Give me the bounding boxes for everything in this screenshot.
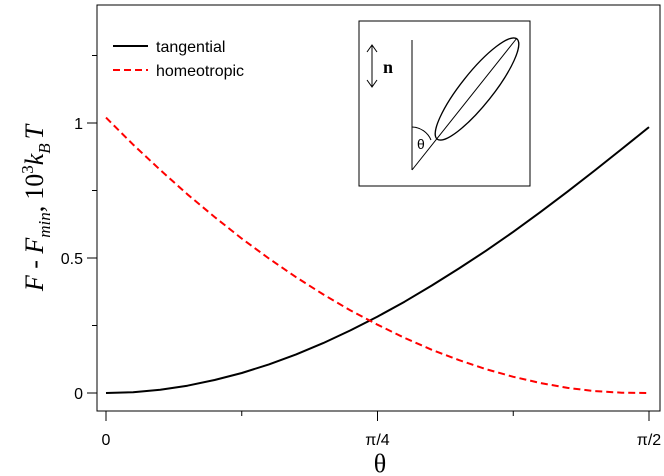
y-axis-title-factor: 10 [20,174,49,200]
x-axis-title: θ [374,449,386,476]
series-line-homeotropic [105,116,650,394]
x-tick-label-2: π/2 [637,432,661,449]
y-axis-title-exp: 3 [18,165,37,174]
y-tick-label-2: 1 [74,116,83,133]
y-tick-label-0: 0 [74,386,83,403]
y-axis-title-sep: , [20,206,49,213]
plot-frame [96,4,661,412]
y-axis-title-sub: min [35,212,54,238]
axis-ticks: 0 π/4 π/2 0 0.5 1 [61,55,661,449]
inset-angle-label: θ [417,136,425,152]
normal-arrow-head-up-icon [366,44,378,53]
y-axis-title: F - Fmin, 103kBT [18,123,54,292]
inset-frame [358,20,531,187]
y-axis-title-ksub: B [35,143,54,154]
x-tick-label-0: 0 [102,432,111,449]
inset-normal-label: n [383,57,393,77]
y-tick-label-1: 0.5 [61,251,83,268]
inset-diagram: n θ [358,20,531,187]
normal-arrow-head-down-icon [366,79,378,88]
legend-label-homeotropic: homeotropic [156,63,244,80]
inset-director-line [411,37,518,171]
inset-molecule-ellipse [434,37,520,141]
x-tick-label-1: π/4 [365,432,389,449]
y-axis-title-main: F - F [20,237,49,293]
series-layer [105,116,650,394]
series-line-tangential [105,126,650,394]
legend-label-tangential: tangential [156,39,225,56]
inset-angle-arc [411,126,432,141]
y-axis-title-T: T [20,123,49,139]
y-axis-title-k: k [20,153,49,165]
legend: tangential homeotropic [113,39,244,80]
